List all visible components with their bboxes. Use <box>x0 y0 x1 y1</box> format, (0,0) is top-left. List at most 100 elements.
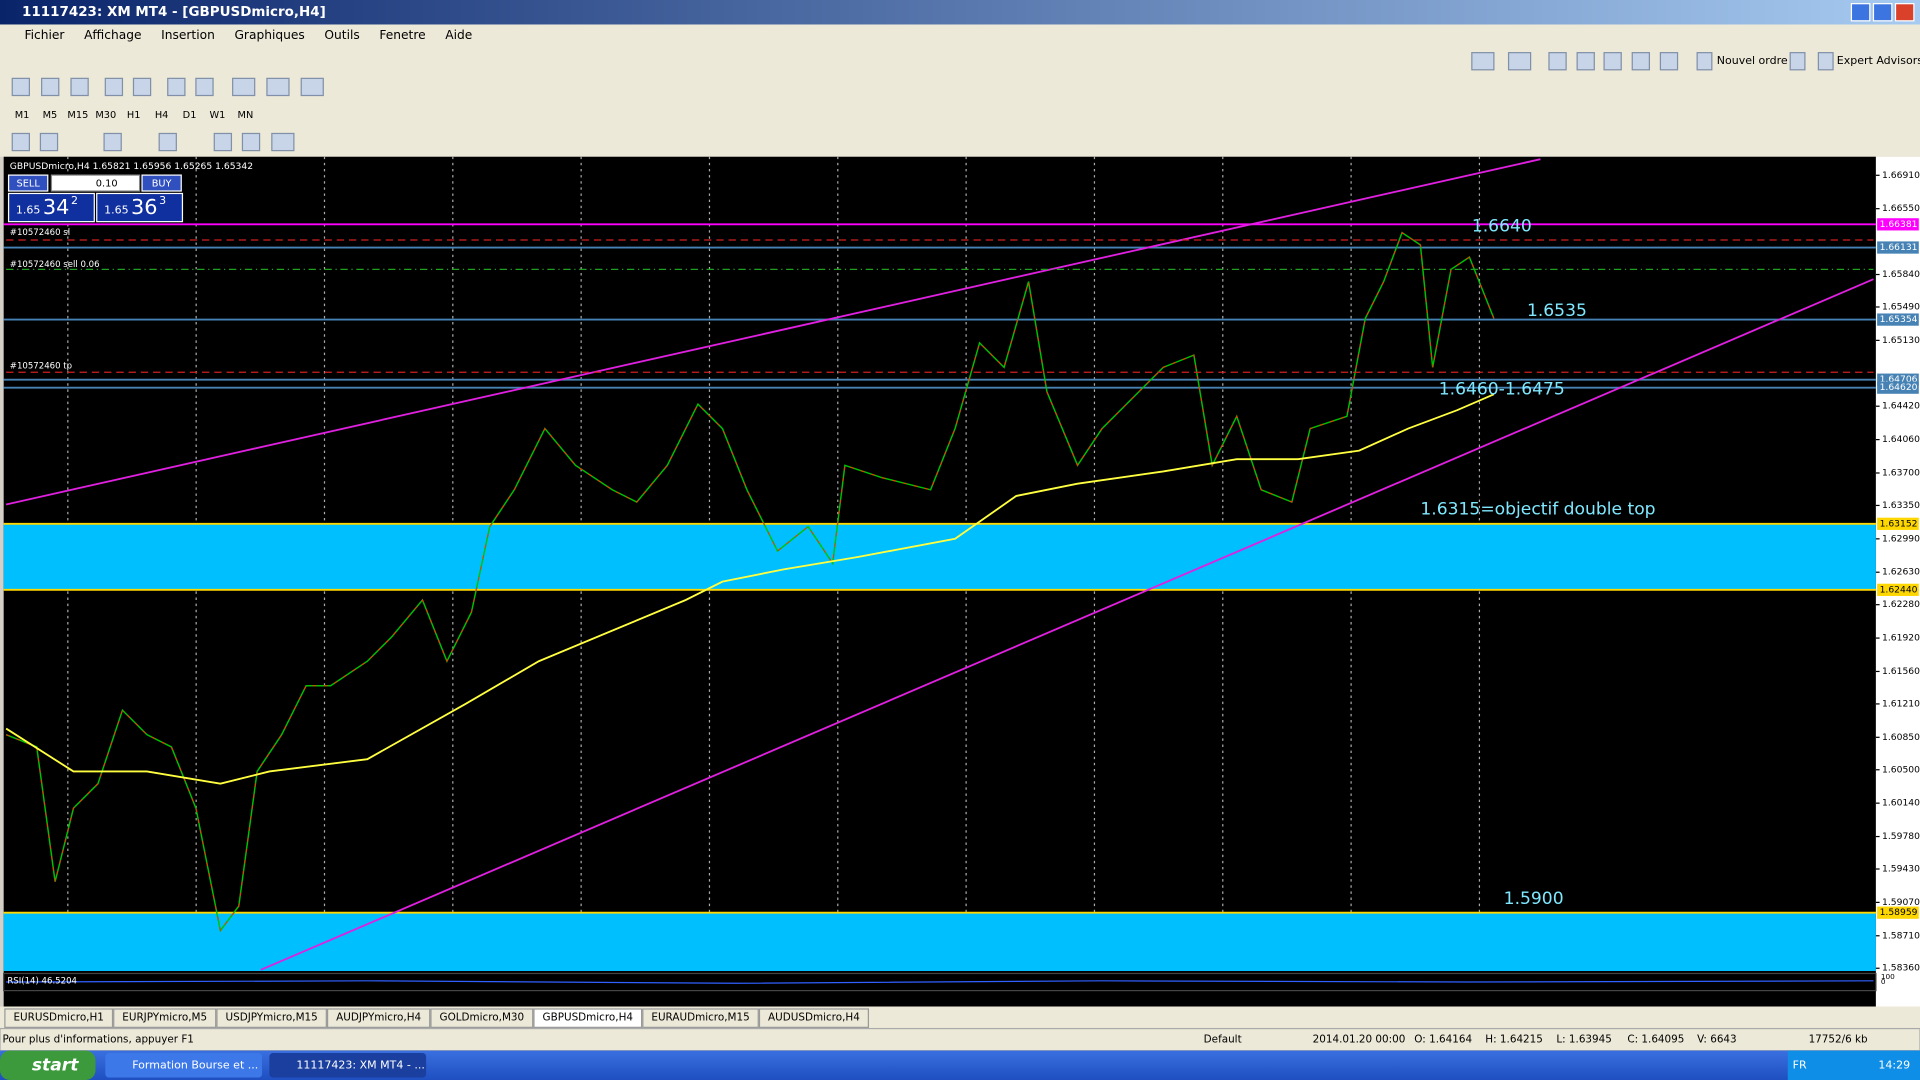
language-indicator: FR <box>1793 1058 1807 1071</box>
chart-tab[interactable] <box>430 1008 534 1028</box>
menu-item[interactable]: Graphiques <box>234 28 304 42</box>
lot-value[interactable]: 0.10 <box>96 179 118 190</box>
status-field: O: 1.64164 <box>1414 1034 1472 1046</box>
level-price-box <box>1877 583 1919 596</box>
chart-tab-label[interactable]: EURUSDmicro,H1 <box>13 1012 103 1024</box>
y-tick-label: 1.64060 <box>1882 434 1920 445</box>
start-label[interactable]: start <box>32 1055 79 1075</box>
sell-label[interactable]: SELL <box>17 179 41 190</box>
buy-button[interactable] <box>141 174 182 192</box>
window-title: 11117423: XM MT4 - [GBPUSDmicro,H4] <box>22 5 326 20</box>
bid-frac: 2 <box>71 194 78 207</box>
level-price-box <box>1877 517 1919 530</box>
level-price-box <box>1877 241 1919 254</box>
y-tick-label: 1.63350 <box>1882 500 1920 511</box>
bid-box[interactable] <box>7 192 95 223</box>
x-tick-label: 14 Jan 04:00 <box>1226 992 1284 1003</box>
chart-tab-label[interactable]: GBPUSDmicro,H4 <box>543 1012 634 1024</box>
order-label: #10572460 sl <box>10 228 70 238</box>
window-controls[interactable] <box>1850 3 1915 22</box>
level-price-label: 1.62440 <box>1880 584 1918 595</box>
expert-advisors-button[interactable]: Expert Advisors <box>1837 54 1920 67</box>
status-field: H: 1.64215 <box>1485 1034 1543 1046</box>
chart-layer <box>3 156 1876 972</box>
y-tick-label: 1.59430 <box>1882 864 1920 875</box>
y-tick-label: 1.58710 <box>1882 930 1920 941</box>
chart-tab[interactable] <box>113 1008 217 1028</box>
taskbar-item[interactable] <box>105 1053 263 1078</box>
annotation: 1.6640 <box>1472 217 1532 237</box>
timeframe-button[interactable]: M15 <box>67 110 88 121</box>
x-tick-label: 4 Nov 04:00 <box>72 992 128 1003</box>
annotation: 1.6535 <box>1527 301 1587 321</box>
ask-box[interactable] <box>96 192 184 223</box>
new-order-button[interactable]: Nouvel ordre <box>1717 54 1788 67</box>
menu-item[interactable]: Fenetre <box>379 28 425 42</box>
level-price-label: 1.64620 <box>1880 382 1918 393</box>
timeframe-button[interactable]: H4 <box>155 110 169 121</box>
support-zone <box>3 523 1876 590</box>
level-price-label: 1.66131 <box>1880 242 1918 253</box>
bid-big: 1.65 <box>16 204 41 217</box>
x-tick-label: 28 Nov 20:00 <box>521 992 583 1003</box>
x-tick-label: 14 Nov 04:00 <box>264 992 326 1003</box>
menu-item[interactable]: Insertion <box>161 28 215 42</box>
timeframe-button[interactable]: M30 <box>95 110 116 121</box>
y-tick-label: 1.61210 <box>1882 698 1920 709</box>
sell-button[interactable] <box>7 174 49 192</box>
level-price-box <box>1877 906 1919 919</box>
rsi-line <box>6 980 1874 984</box>
timeframe-button[interactable]: H1 <box>127 110 141 121</box>
x-tick-label: 6 Dec 04:00 <box>649 992 705 1003</box>
taskbar-item-label[interactable]: Formation Bourse et ... <box>132 1058 258 1071</box>
status-field: L: 1.63945 <box>1556 1034 1612 1046</box>
timeframe-button[interactable]: MN <box>238 110 254 121</box>
menu-item[interactable]: Outils <box>324 28 359 42</box>
y-tick-label: 1.65130 <box>1882 335 1920 346</box>
x-tick-label: 3 Dec 12:00 <box>585 992 641 1003</box>
level-price-box <box>1877 218 1919 231</box>
chart-tab-label[interactable]: AUDJPYmicro,H4 <box>336 1012 421 1024</box>
clock: 14:29 <box>1878 1058 1910 1071</box>
toolbar-icons[interactable] <box>11 52 1834 152</box>
x-tick-label: 21 Nov 12:00 <box>392 992 454 1003</box>
x-tick-label: 6 Nov 20:00 <box>136 992 192 1003</box>
chart-tab-label[interactable]: USDJPYmicro,M15 <box>226 1012 318 1024</box>
chart-tab-label[interactable]: AUDUSDmicro,H4 <box>768 1012 860 1024</box>
chart-tab[interactable] <box>642 1008 759 1028</box>
chart-tab-label[interactable]: GOLDmicro,M30 <box>440 1012 525 1024</box>
x-tick-label: 27 Dec 00:00 <box>970 992 1032 1003</box>
chart-tab[interactable] <box>326 1008 431 1028</box>
y-tick-label: 1.65490 <box>1882 301 1920 312</box>
menu-item[interactable]: Aide <box>445 28 472 42</box>
support-zone <box>3 912 1876 972</box>
menu-item[interactable]: Fichier <box>24 28 65 42</box>
y-tick-label: 1.65840 <box>1882 269 1920 280</box>
chart-tab[interactable] <box>216 1008 327 1028</box>
lot-input[interactable] <box>50 174 141 192</box>
status-field: V: 6643 <box>1697 1034 1737 1046</box>
chart-tab[interactable] <box>533 1008 643 1028</box>
taskbar-item[interactable] <box>269 1053 427 1078</box>
timeframe-button[interactable]: M1 <box>15 110 30 121</box>
y-tick-label: 1.64420 <box>1882 401 1920 412</box>
y-tick-label: 1.61560 <box>1882 666 1920 677</box>
chart-tab-label[interactable]: EURAUDmicro,M15 <box>651 1012 749 1024</box>
chart-tab-label[interactable]: EURJPYmicro,M5 <box>122 1012 207 1024</box>
chart-tab[interactable] <box>4 1008 114 1028</box>
x-tick-label: 28 Jan 20:00 <box>1483 992 1541 1003</box>
menu-item[interactable]: Affichage <box>84 28 141 42</box>
y-tick-label: 1.60140 <box>1882 798 1920 809</box>
annotation: 1.5900 <box>1504 889 1564 909</box>
ask-big: 1.65 <box>104 204 129 217</box>
timeframe-button[interactable]: M5 <box>43 110 58 121</box>
x-tick-label: 18 Dec 04:00 <box>841 992 903 1003</box>
start-button[interactable] <box>0 1050 96 1080</box>
timeframe-button[interactable]: W1 <box>210 110 226 121</box>
timeframe-button[interactable]: D1 <box>183 110 197 121</box>
status-field: 17752/6 kb <box>1809 1034 1868 1046</box>
taskbar-item-label[interactable]: 11117423: XM MT4 - ... <box>296 1058 425 1071</box>
buy-label[interactable]: BUY <box>152 179 172 190</box>
chart-tab[interactable] <box>758 1008 870 1028</box>
x-tick-label: 9 Jan 12:00 <box>1162 992 1214 1003</box>
